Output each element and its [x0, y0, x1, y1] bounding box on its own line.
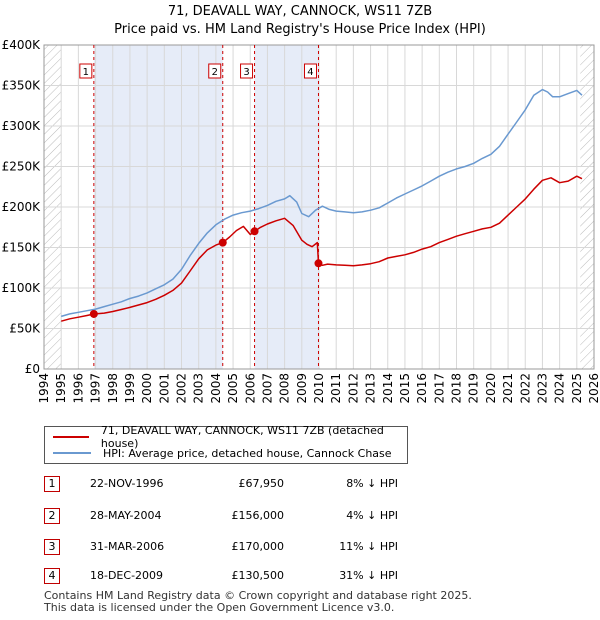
x-tick-label: 2001 [157, 373, 171, 404]
transaction-number: 4 [44, 568, 60, 584]
x-tick-label: 2012 [346, 373, 360, 404]
y-tick-label: £150K [2, 241, 42, 255]
x-tick-label: 2015 [398, 373, 412, 404]
transaction-number: 2 [44, 508, 60, 524]
transaction-date: 18-DEC-2009 [90, 569, 164, 582]
chart-legend: 71, DEAVALL WAY, CANNOCK, WS11 7ZB (deta… [44, 424, 408, 464]
attribution-footer: Contains HM Land Registry data © Crown c… [44, 590, 472, 614]
x-tick-label: 2026 [587, 373, 600, 404]
x-tick-label: 2023 [535, 373, 549, 404]
transaction-point [89, 309, 98, 318]
x-tick-label: 2021 [501, 373, 515, 404]
transaction-price: £170,000 [231, 540, 285, 553]
legend-item-property: 71, DEAVALL WAY, CANNOCK, WS11 7ZB (deta… [53, 424, 407, 450]
x-tick-label: 2002 [175, 373, 189, 404]
x-tick-label: 2013 [364, 373, 378, 404]
transaction-number: 3 [44, 539, 60, 555]
transaction-hpi-diff: 11% ↓ HPI [339, 540, 398, 553]
transaction-label: 4 [307, 67, 313, 78]
transaction-point [250, 227, 259, 236]
y-tick-label: £400K [2, 38, 42, 52]
transaction-hpi-diff: 8% ↓ HPI [346, 477, 398, 490]
transaction-label: 3 [243, 67, 249, 78]
x-tick-label: 1995 [54, 373, 68, 404]
series-line-property [60, 175, 583, 322]
x-tick-label: 2000 [140, 373, 154, 404]
x-tick-label: 2024 [553, 373, 567, 404]
transaction-hpi-diff: 4% ↓ HPI [346, 509, 398, 522]
y-tick-label: £50K [9, 322, 41, 336]
x-tick-label: 1994 [37, 373, 51, 404]
y-tick-label: £0 [25, 362, 40, 376]
y-tick-label: £300K [2, 119, 42, 133]
x-tick-label: 2008 [278, 373, 292, 404]
y-tick-label: £100K [2, 281, 42, 295]
chart-subtitle: Price paid vs. HM Land Registry's House … [114, 22, 486, 37]
x-tick-label: 1998 [106, 373, 120, 404]
x-tick-label: 2022 [518, 373, 532, 404]
series-line-hpi [60, 88, 583, 318]
transaction-label-box [303, 63, 317, 79]
transaction-label-box [240, 63, 254, 79]
transaction-date: 31-MAR-2006 [90, 540, 165, 553]
transaction-number: 1 [44, 476, 60, 492]
x-tick-label: 2004 [209, 373, 223, 404]
legend-swatch-hpi [53, 452, 91, 454]
transaction-price: £156,000 [231, 509, 285, 522]
transaction-label-box [208, 63, 222, 79]
x-tick-label: 2016 [415, 373, 429, 404]
x-tick-label: 2019 [467, 373, 481, 404]
transaction-point [314, 259, 323, 268]
x-tick-label: 2017 [432, 373, 446, 404]
x-tick-label: 2009 [295, 373, 309, 404]
transaction-date: 22-NOV-1996 [90, 477, 164, 490]
plot-border [43, 44, 595, 370]
x-tick-label: 2014 [381, 373, 395, 404]
x-tick-label: 2005 [226, 373, 240, 404]
transaction-price: £67,950 [238, 477, 285, 490]
transaction-price: £130,500 [231, 569, 285, 582]
transaction-hpi-diff: 31% ↓ HPI [339, 569, 398, 582]
x-tick-label: 2003 [192, 373, 206, 404]
x-tick-label: 2020 [484, 373, 498, 404]
price-chart: 1 2 3 4 £0 £50K £100K £150K £200K £250K £300K £350K… [2, 38, 600, 404]
y-tick-label: £350K [2, 79, 42, 93]
transaction-label: 2 [212, 67, 218, 78]
x-tick-label: 1996 [71, 373, 85, 404]
x-tick-label: 2011 [329, 373, 343, 404]
attribution-line: Contains HM Land Registry data © Crown c… [44, 589, 472, 602]
legend-label-hpi: HPI: Average price, detached house, Cann… [103, 446, 392, 460]
legend-label-property: 71, DEAVALL WAY, CANNOCK, WS11 7ZB (deta… [100, 424, 384, 450]
x-tick-label: 2006 [243, 373, 257, 404]
x-tick-label: 1999 [123, 373, 137, 404]
legend-swatch-property [53, 436, 89, 438]
y-tick-label: £250K [2, 160, 42, 174]
chart-title: 71, DEAVALL WAY, CANNOCK, WS11 7ZB [167, 4, 433, 19]
transaction-label: 1 [83, 67, 89, 78]
license-line: This data is licensed under the Open Gov… [44, 601, 395, 614]
x-tick-label: 2018 [450, 373, 464, 404]
transaction-label-box [79, 63, 93, 79]
x-tick-label: 1997 [89, 373, 103, 404]
x-tick-label: 2010 [312, 373, 326, 404]
transaction-point [218, 238, 227, 247]
x-tick-label: 2025 [570, 373, 584, 404]
y-tick-label: £200K [2, 200, 42, 214]
x-tick-label: 2007 [260, 373, 274, 404]
legend-item-hpi: HPI: Average price, detached house, Cann… [53, 445, 392, 461]
transaction-date: 28-MAY-2004 [90, 509, 162, 522]
